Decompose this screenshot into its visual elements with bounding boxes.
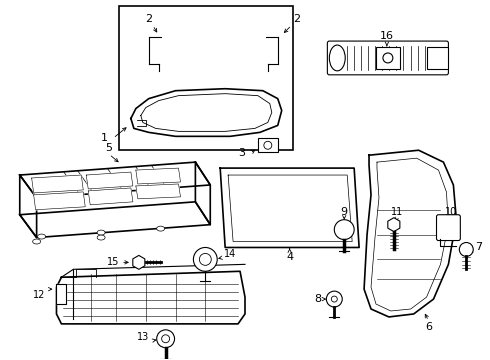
Text: 2: 2 — [145, 14, 152, 24]
Text: 14: 14 — [224, 249, 236, 260]
Text: 12: 12 — [33, 290, 46, 300]
Polygon shape — [88, 188, 133, 205]
Polygon shape — [20, 175, 37, 238]
Text: 5: 5 — [105, 143, 113, 153]
Text: 6: 6 — [425, 322, 432, 332]
Text: 4: 4 — [286, 252, 293, 262]
Circle shape — [162, 335, 170, 343]
Circle shape — [326, 291, 342, 307]
Circle shape — [331, 296, 337, 302]
Polygon shape — [136, 168, 180, 184]
Bar — [427, 47, 448, 69]
Polygon shape — [131, 89, 282, 136]
Ellipse shape — [196, 116, 224, 125]
Polygon shape — [20, 162, 210, 198]
Circle shape — [194, 247, 217, 271]
Text: 11: 11 — [391, 207, 403, 217]
Text: 7: 7 — [475, 243, 482, 252]
Text: 3: 3 — [239, 148, 245, 158]
Circle shape — [264, 141, 272, 149]
Bar — [376, 47, 400, 69]
Bar — [119, 6, 293, 150]
FancyBboxPatch shape — [437, 215, 460, 240]
Text: 16: 16 — [380, 31, 394, 41]
Ellipse shape — [157, 226, 165, 231]
Text: 8: 8 — [314, 294, 321, 304]
Text: 2: 2 — [293, 14, 300, 24]
FancyBboxPatch shape — [327, 41, 448, 75]
Circle shape — [157, 330, 174, 348]
Polygon shape — [364, 150, 456, 317]
Polygon shape — [86, 172, 133, 189]
Polygon shape — [56, 271, 245, 324]
Text: 15: 15 — [107, 257, 119, 267]
Circle shape — [459, 243, 473, 256]
Text: 10: 10 — [445, 207, 458, 217]
Ellipse shape — [329, 45, 345, 71]
Polygon shape — [56, 284, 66, 304]
Polygon shape — [220, 168, 359, 247]
Circle shape — [334, 220, 354, 239]
Ellipse shape — [33, 239, 41, 244]
Ellipse shape — [97, 230, 105, 235]
Text: 9: 9 — [341, 207, 348, 217]
Text: 13: 13 — [137, 332, 149, 342]
Ellipse shape — [97, 235, 105, 240]
Bar — [258, 138, 278, 152]
Polygon shape — [20, 202, 210, 238]
Polygon shape — [136, 184, 180, 199]
Polygon shape — [34, 192, 85, 210]
Circle shape — [383, 53, 393, 63]
Circle shape — [199, 253, 211, 265]
Ellipse shape — [38, 234, 46, 239]
Text: 1: 1 — [100, 133, 108, 143]
Polygon shape — [32, 175, 83, 193]
Polygon shape — [196, 162, 210, 225]
